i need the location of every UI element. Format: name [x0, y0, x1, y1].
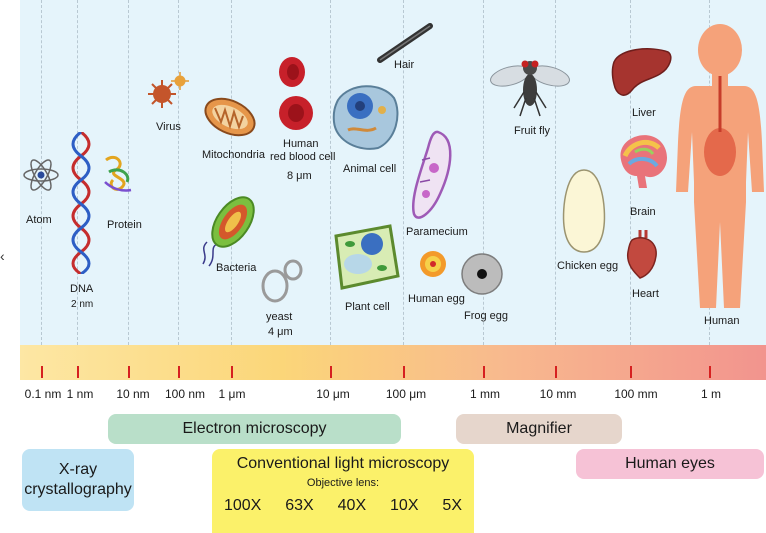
atom-label: Atom — [26, 214, 52, 226]
hair-label: Hair — [394, 59, 415, 71]
chicken-egg-label: Chicken egg — [557, 260, 619, 272]
dna-icon — [71, 132, 91, 274]
guide-line — [178, 0, 179, 345]
liver-icon — [611, 48, 672, 96]
human-eyes-band: Human eyes — [576, 449, 764, 479]
frog-egg-icon — [461, 253, 503, 295]
scale-tick-label: 10 nm — [116, 387, 150, 401]
frog-egg-label: Frog egg — [464, 310, 509, 322]
red-blood-cell-icon — [279, 57, 313, 130]
dna-size: 2 nm — [71, 299, 94, 310]
bacteria-label: Bacteria — [216, 262, 257, 274]
objective-lens-value: 5X — [442, 497, 462, 514]
guide-line — [231, 0, 232, 345]
fruit-fly-icon — [490, 60, 570, 117]
hair-icon — [377, 23, 433, 63]
yeast-icon — [261, 259, 303, 303]
human-eyes-label: Human eyes — [625, 455, 715, 472]
scale-tick — [41, 366, 43, 378]
guide-line — [403, 0, 404, 345]
yeast-label: yeast — [266, 311, 293, 323]
objective-lens-value: 10X — [390, 497, 419, 514]
objective-lens-value: 63X — [285, 497, 314, 514]
rbc-label-line1: Human — [283, 138, 319, 150]
scale-tick — [128, 366, 130, 378]
scale-tick — [330, 366, 332, 378]
scale-tick — [483, 366, 485, 378]
brain-label: Brain — [630, 206, 656, 218]
protein-label: Protein — [107, 219, 142, 231]
scale-tick — [178, 366, 180, 378]
electron-microscopy-label: Electron microscopy — [182, 420, 327, 437]
magnifier-label: Magnifier — [506, 420, 572, 437]
scale-tick-label: 0.1 nm — [24, 387, 62, 401]
paramecium-label: Paramecium — [406, 226, 468, 238]
scale-tick — [630, 366, 632, 378]
guide-line — [77, 0, 78, 345]
fruit-fly-label: Fruit fly — [514, 125, 551, 137]
objective-lens-value: 100X — [223, 497, 262, 514]
mitochondria-label: Mitochondria — [202, 149, 265, 161]
scale-tick — [231, 366, 233, 378]
human-icon — [676, 24, 764, 308]
dna-label: DNA — [70, 283, 94, 295]
magnifier-band: Magnifier — [456, 414, 622, 444]
scale-tick-label: 1 mm — [470, 387, 500, 401]
brain-icon — [620, 135, 667, 188]
xray-band: X-ray crystallography — [22, 449, 134, 511]
chicken-egg-icon — [562, 169, 606, 253]
guide-line — [330, 0, 331, 345]
scale-tick-label: 100 nm — [164, 387, 206, 401]
human-egg-label: Human egg — [408, 293, 465, 305]
guide-line — [483, 0, 484, 345]
animal-cell-icon — [332, 85, 399, 150]
xray-label-line1: X-ray — [58, 461, 98, 478]
heart-icon — [626, 230, 657, 279]
scale-tick-label: 1 m — [700, 387, 722, 401]
size-scale-bar — [20, 345, 766, 380]
objective-lens-value: 40X — [337, 497, 367, 514]
heart-label: Heart — [632, 288, 659, 300]
bacteria-icon — [202, 196, 255, 267]
light-microscopy-label: Conventional light microscopy — [236, 455, 450, 472]
scale-tick — [709, 366, 711, 378]
scale-tick — [403, 366, 405, 378]
plant-cell-icon — [334, 224, 400, 290]
light-microscopy-band: Conventional light microscopy Objective … — [212, 449, 474, 533]
scale-tick-label: 1 μm — [218, 387, 246, 401]
objective-lens-label: Objective lens: — [306, 477, 380, 489]
liver-label: Liver — [632, 107, 656, 119]
scale-tick-label: 10 μm — [316, 387, 350, 401]
guide-line — [128, 0, 129, 345]
rbc-size: 8 μm — [287, 170, 312, 182]
rbc-label-line2: red blood cell — [270, 151, 336, 163]
mitochondria-icon — [204, 97, 256, 137]
objective-lens-list: 100X 63X 40X 10X 5X — [212, 497, 474, 515]
scale-tick-label: 10 mm — [539, 387, 577, 401]
guide-line — [555, 0, 556, 345]
protein-icon — [104, 155, 132, 192]
virus-label: Virus — [156, 121, 181, 133]
scale-tick-label: 100 μm — [385, 387, 427, 401]
animal-cell-label: Animal cell — [343, 163, 397, 175]
paramecium-icon — [411, 130, 452, 219]
scale-tick — [555, 366, 557, 378]
scale-tick-label: 100 mm — [614, 387, 658, 401]
xray-label-line2: crystallography — [24, 481, 132, 498]
human-egg-icon — [420, 251, 446, 277]
scale-tick — [77, 366, 79, 378]
scale-tick-label: 1 nm — [66, 387, 94, 401]
left-arrow-icon[interactable]: ‹ — [0, 248, 5, 264]
human-label: Human — [704, 315, 740, 327]
atom-icon — [23, 159, 59, 191]
plant-cell-label: Plant cell — [345, 301, 390, 313]
virus-icon — [148, 72, 189, 108]
electron-microscopy-band: Electron microscopy — [108, 414, 401, 444]
yeast-size: 4 μm — [268, 326, 293, 338]
